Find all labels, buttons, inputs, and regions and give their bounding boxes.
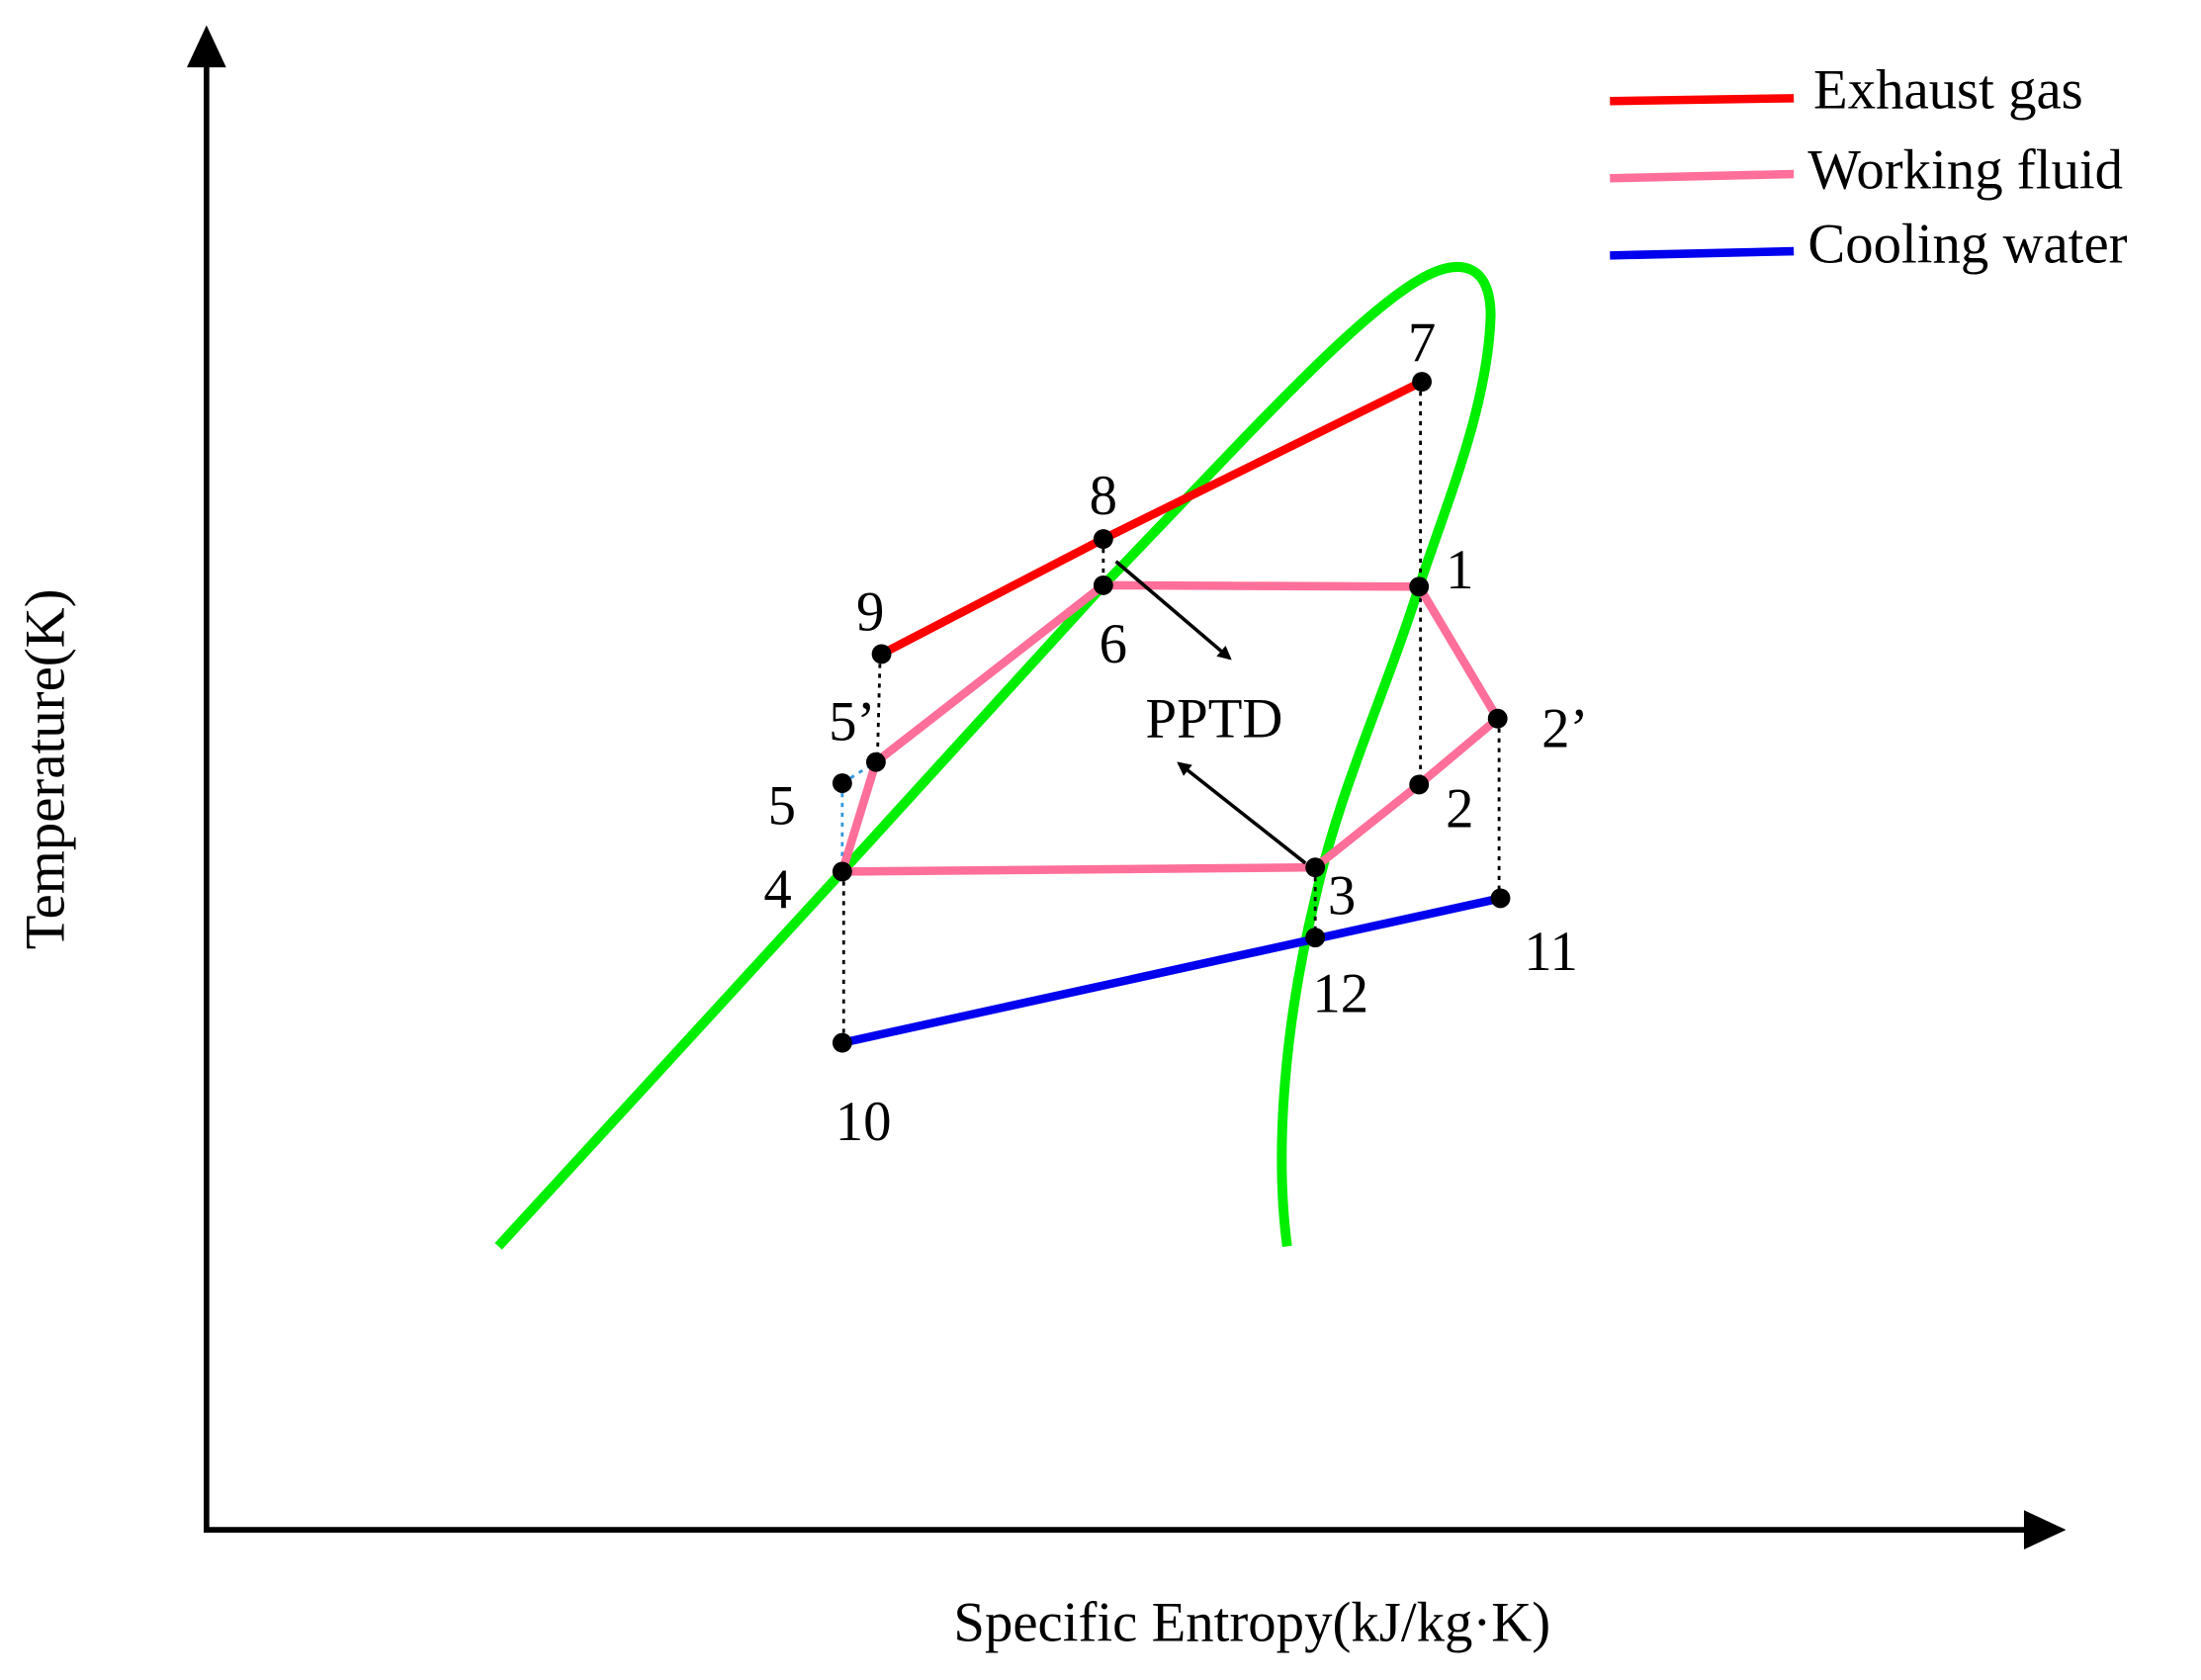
annotation-arrow	[1114, 560, 1232, 661]
point-label: 9	[856, 581, 884, 644]
working-fluid-line	[837, 580, 1504, 876]
saturation-curve	[494, 262, 1496, 1250]
point-label: 8	[1090, 465, 1117, 527]
point-label: 2’	[1541, 697, 1588, 759]
point-label: 2	[1446, 777, 1473, 840]
point-label: 5’	[829, 690, 875, 752]
exhaust-gas-line	[879, 378, 1424, 659]
legend-label: Working fluid	[1807, 138, 2123, 201]
point-label: 4	[763, 859, 791, 922]
point-label: 11	[1524, 921, 1578, 983]
legend-label: Cooling water	[1807, 214, 2127, 276]
point-label: 12	[1312, 963, 1368, 1025]
legend-label: Exhaust gas	[1813, 59, 2083, 122]
point-label: 7	[1408, 311, 1436, 374]
annotation: PPTD	[1146, 687, 1283, 750]
state-points	[832, 372, 1511, 1053]
axes	[186, 25, 2067, 1549]
point-label: 5	[768, 774, 796, 837]
x-axis-label: Specific Entropy(kJ/kg·K)	[953, 1592, 1550, 1654]
point-label: 10	[836, 1091, 892, 1153]
point-label: 6	[1100, 613, 1127, 675]
y-axis-label: Temperature(K)	[14, 588, 76, 949]
annotation-arrow	[1177, 761, 1307, 865]
point-label: 3	[1328, 864, 1356, 927]
cooling-water-line	[840, 894, 1502, 1047]
legend: Exhaust gas Working fluid Cooling water	[1610, 59, 2128, 276]
point-label: 1	[1446, 539, 1473, 601]
